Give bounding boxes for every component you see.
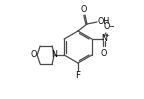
Text: F: F	[75, 71, 80, 80]
Text: −: −	[108, 24, 114, 30]
Text: O: O	[101, 49, 107, 58]
Text: O: O	[31, 50, 37, 59]
Text: OH: OH	[98, 17, 110, 26]
Text: N: N	[101, 33, 107, 42]
Text: O: O	[104, 22, 110, 31]
Text: O: O	[81, 4, 87, 13]
Text: N: N	[51, 50, 57, 59]
Text: +: +	[105, 32, 110, 38]
